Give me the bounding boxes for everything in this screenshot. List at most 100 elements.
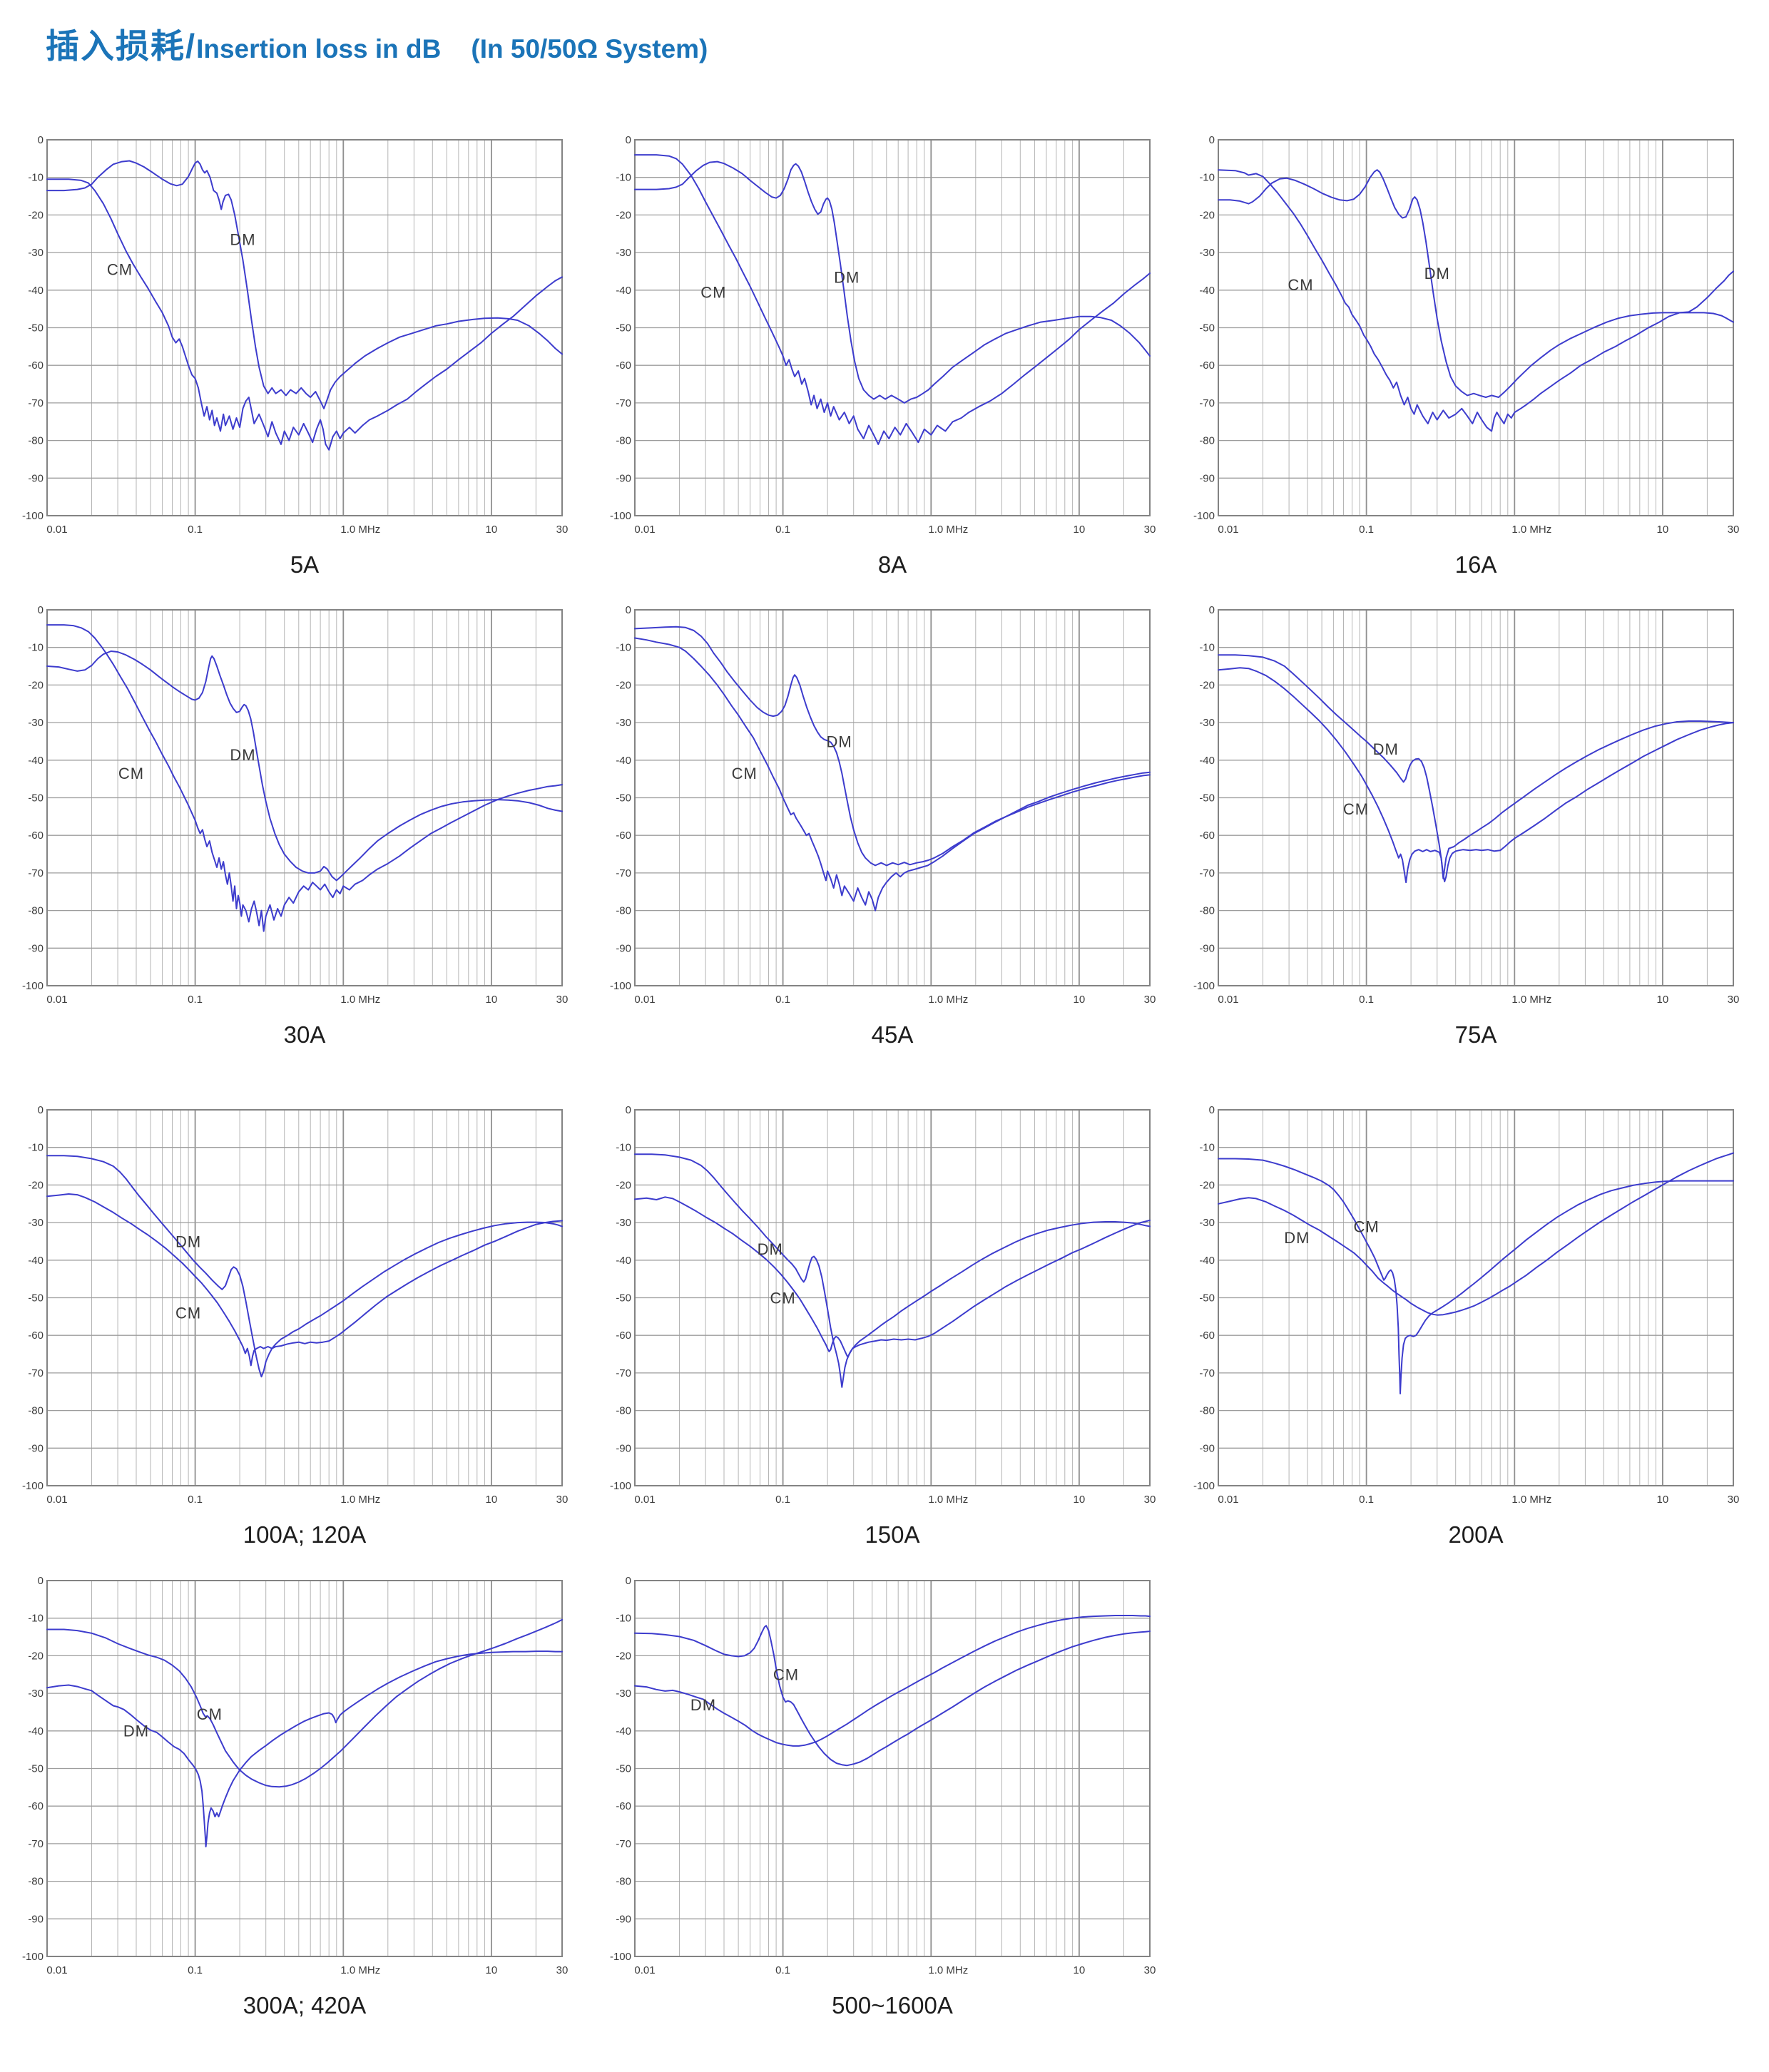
x-tick-label: 0.1	[188, 524, 203, 536]
y-tick-label: -50	[616, 1292, 631, 1305]
dm-label: DM	[690, 1696, 716, 1714]
chart-30A: 0 -10 -20 -30 -40 -50 -60 -70 -80 -90 -100 0.01 0.1 1…	[14, 604, 578, 1061]
chart-caption: 8A	[877, 551, 907, 578]
y-tick-label: -60	[1199, 830, 1215, 842]
x-tick-label: 10	[486, 1494, 498, 1506]
y-tick-label: -10	[616, 172, 631, 184]
x-tick-label: 0.1	[1359, 524, 1374, 536]
dm-label: DM	[826, 733, 852, 750]
y-tick-label: -60	[616, 1330, 631, 1342]
chart-caption: 150A	[865, 1521, 920, 1548]
y-tick-label: -10	[616, 1613, 631, 1625]
y-tick-label: -10	[1199, 1142, 1215, 1154]
cm-label: CM	[1353, 1218, 1379, 1235]
cm-label: CM	[1288, 276, 1313, 294]
x-tick-label: 0.1	[775, 524, 790, 536]
chart-16A: 0 -10 -20 -30 -40 -50 -60 -70 -80 -90 -100 0.01 0.1 1…	[1186, 134, 1749, 591]
y-tick-label: -50	[28, 792, 44, 805]
chart-8A: 0 -10 -20 -30 -40 -50 -60 -70 -80 -90 -100 0.01 0.1 1…	[602, 134, 1166, 591]
y-tick-label: -40	[28, 285, 44, 297]
y-tick-label: 0	[1209, 1104, 1215, 1116]
x-tick-label: 0.01	[634, 994, 655, 1006]
x-tick-label: 0.01	[634, 1964, 655, 1976]
dm-label: DM	[1373, 740, 1399, 758]
dm-label: DM	[123, 1723, 149, 1740]
x-tick-label: 1.0 MHz	[340, 994, 380, 1006]
x-tick-label: 1.0 MHz	[340, 1964, 380, 1976]
x-tick-label: 30	[556, 994, 569, 1006]
chart-5A: 0 -10 -20 -30 -40 -50 -60 -70 -80 -90 -100 0.01 0.1 1…	[14, 134, 578, 591]
y-tick-label: -40	[28, 755, 44, 767]
y-tick-label: -80	[616, 435, 631, 447]
cm-label: CM	[773, 1666, 799, 1684]
y-tick-label: -100	[22, 1480, 44, 1492]
y-tick-label: -30	[616, 1688, 631, 1700]
y-tick-label: -100	[610, 510, 631, 522]
dm-label: DM	[758, 1240, 783, 1258]
y-tick-label: -10	[616, 1142, 631, 1154]
y-tick-label: -30	[28, 717, 44, 729]
y-tick-label: -10	[1199, 172, 1215, 184]
chart-caption: 30A	[283, 1021, 326, 1048]
x-tick-label: 30	[556, 1964, 569, 1976]
x-tick-label: 30	[556, 1494, 569, 1506]
cm-label: CM	[107, 261, 133, 279]
y-tick-label: 0	[38, 1104, 44, 1116]
cm-label: CM	[175, 1305, 201, 1322]
y-tick-label: -80	[1199, 1405, 1215, 1417]
chart-150A: 0 -10 -20 -30 -40 -50 -60 -70 -80 -90 -100 0.01 0.1 1…	[602, 1104, 1166, 1561]
x-tick-label: 0.1	[188, 1494, 203, 1506]
y-tick-label: -20	[28, 1650, 44, 1662]
x-tick-label: 10	[1074, 1964, 1086, 1976]
chart-75A: 0 -10 -20 -30 -40 -50 -60 -70 -80 -90 -100 0.01 0.1 1…	[1186, 604, 1749, 1061]
y-tick-label: -100	[610, 1480, 631, 1492]
y-tick-label: -100	[1193, 980, 1215, 992]
y-tick-label: -60	[1199, 359, 1215, 372]
y-tick-label: -90	[1199, 942, 1215, 954]
y-tick-label: -60	[616, 359, 631, 372]
dm-curve	[1218, 1152, 1734, 1316]
y-tick-label: -40	[28, 1255, 44, 1267]
y-tick-label: -90	[616, 1442, 631, 1454]
dm-label: DM	[834, 268, 860, 286]
y-tick-label: -80	[616, 1876, 631, 1888]
y-tick-label: -50	[616, 792, 631, 805]
dm-curve	[46, 1155, 563, 1378]
chart-caption: 300A; 420A	[243, 1992, 367, 2019]
y-tick-label: -90	[616, 1913, 631, 1925]
x-tick-label: 1.0 MHz	[1511, 1494, 1551, 1506]
y-tick-label: -80	[28, 1405, 44, 1417]
x-tick-label: 1.0 MHz	[928, 524, 968, 536]
y-tick-label: -50	[1199, 322, 1215, 335]
dm-curve	[634, 160, 1151, 404]
title-english: Insertion loss in dB	[196, 34, 442, 63]
y-tick-label: -10	[28, 1613, 44, 1625]
dm-label: DM	[230, 746, 255, 764]
y-tick-label: -70	[1199, 397, 1215, 409]
chart-caption: 100A; 120A	[243, 1521, 367, 1548]
cm-label: CM	[1343, 800, 1369, 818]
chart-caption: 75A	[1454, 1021, 1497, 1048]
x-tick-label: 0.1	[188, 994, 203, 1006]
dm-label: DM	[1424, 265, 1450, 282]
x-tick-label: 10	[1657, 1494, 1669, 1506]
y-tick-label: -40	[1199, 755, 1215, 767]
x-tick-label: 1.0 MHz	[928, 1494, 968, 1506]
y-tick-label: -100	[1193, 510, 1215, 522]
y-tick-label: -40	[616, 1255, 631, 1267]
y-tick-label: -20	[1199, 679, 1215, 691]
x-tick-label: 30	[1728, 524, 1740, 536]
chart-caption: 5A	[290, 551, 320, 578]
dm-curve	[634, 626, 1151, 867]
y-tick-label: -70	[616, 867, 631, 879]
y-tick-label: 0	[626, 134, 631, 146]
x-tick-label: 1.0 MHz	[340, 1494, 380, 1506]
x-tick-label: 10	[486, 1964, 498, 1976]
y-tick-label: -70	[616, 1367, 631, 1379]
y-tick-label: -20	[1199, 209, 1215, 221]
y-tick-label: -30	[28, 1688, 44, 1700]
cm-curve	[634, 1625, 1151, 1767]
